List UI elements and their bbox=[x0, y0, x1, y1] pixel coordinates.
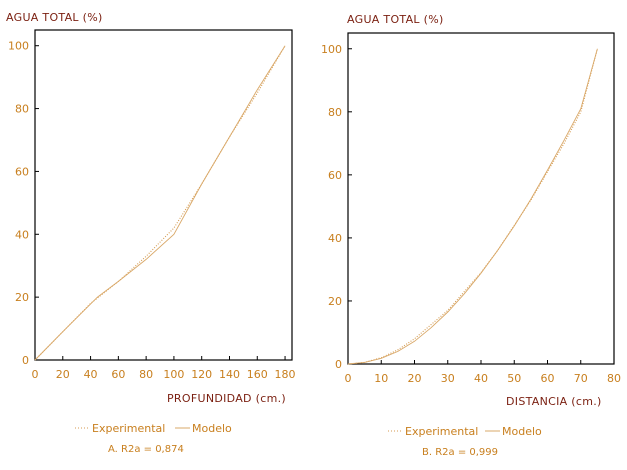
chart-b-ytick-label-5: 100 bbox=[321, 43, 342, 56]
chart-a-ytick-label-0: 0 bbox=[22, 354, 29, 367]
chart-a-x-axis: 0 20 40 60 80 100 120 140 160 180 bbox=[32, 356, 296, 381]
chart-a-xtick-label-4: 80 bbox=[139, 368, 153, 381]
chart-a-ytick-label-1: 20 bbox=[15, 291, 29, 304]
chart-b-y-axis: 0 20 40 60 80 100 bbox=[321, 43, 352, 371]
chart-a-xtick-label-2: 40 bbox=[84, 368, 98, 381]
chart-b-x-axis: 0 10 20 30 40 50 60 70 80 bbox=[345, 360, 621, 385]
chart-a-xtick-label-7: 140 bbox=[219, 368, 240, 381]
chart-b-xtick-label-3: 30 bbox=[441, 372, 455, 385]
chart-b-series bbox=[347, 48, 598, 365]
chart-b-xtick-label-7: 70 bbox=[574, 372, 588, 385]
chart-a: AGUA TOTAL (%) 0 20 40 60 80 100 0 20 40 60 80 100… bbox=[6, 11, 296, 455]
chart-b-legend-modelo: Modelo bbox=[502, 425, 542, 438]
chart-a-legend-experimental: Experimental bbox=[92, 422, 165, 435]
chart-b-legend-experimental: Experimental bbox=[405, 425, 478, 438]
chart-a-title: AGUA TOTAL (%) bbox=[6, 11, 103, 24]
chart-a-xtick-label-8: 160 bbox=[247, 368, 268, 381]
chart-b-ytick-label-0: 0 bbox=[335, 358, 342, 371]
chart-a-xtick-label-5: 100 bbox=[163, 368, 184, 381]
chart-a-xtick-label-1: 20 bbox=[56, 368, 70, 381]
chart-b-series-experimental-line bbox=[347, 48, 598, 365]
chart-b-frame bbox=[347, 32, 615, 365]
chart-a-series-modelo-line bbox=[34, 45, 286, 361]
chart-a-xtick-label-3: 60 bbox=[111, 368, 125, 381]
chart-a-xlabel: PROFUNDIDAD (cm.) bbox=[167, 392, 286, 405]
chart-a-xtick-label-9: 180 bbox=[275, 368, 296, 381]
chart-a-series-experimental-line bbox=[34, 45, 286, 361]
chart-a-ytick-label-5: 100 bbox=[8, 40, 29, 53]
chart-b-ytick-label-2: 40 bbox=[328, 232, 342, 245]
chart-b-xtick-label-1: 10 bbox=[374, 372, 388, 385]
chart-b-caption: B. R2a = 0,999 bbox=[422, 447, 498, 458]
chart-a-legend-modelo: Modelo bbox=[192, 422, 232, 435]
chart-a-ytick-label-2: 40 bbox=[15, 228, 29, 241]
chart-a-xtick-label-6: 120 bbox=[191, 368, 212, 381]
chart-b-title: AGUA TOTAL (%) bbox=[347, 13, 444, 26]
chart-b-xtick-label-4: 40 bbox=[474, 372, 488, 385]
chart-a-ytick-label-4: 80 bbox=[15, 103, 29, 116]
chart-a-frame bbox=[34, 29, 293, 361]
chart-b-ytick-label-4: 80 bbox=[328, 106, 342, 119]
chart-a-xtick-label-0: 0 bbox=[32, 368, 39, 381]
chart-b-xtick-label-8: 80 bbox=[607, 372, 621, 385]
chart-b-ytick-label-3: 60 bbox=[328, 169, 342, 182]
chart-b: AGUA TOTAL (%) 0 20 40 60 80 100 0 10 20 30 40 50 6… bbox=[321, 13, 621, 458]
chart-b-xtick-label-2: 20 bbox=[408, 372, 422, 385]
chart-b-xtick-label-5: 50 bbox=[507, 372, 521, 385]
chart-a-y-axis: 0 20 40 60 80 100 bbox=[8, 40, 39, 367]
chart-b-ytick-label-1: 20 bbox=[328, 295, 342, 308]
chart-b-series-modelo-line bbox=[347, 48, 598, 365]
chart-a-series bbox=[34, 45, 286, 361]
chart-a-caption: A. R2a = 0,874 bbox=[108, 444, 184, 455]
chart-a-ytick-label-3: 60 bbox=[15, 165, 29, 178]
chart-b-xlabel: DISTANCIA (cm.) bbox=[506, 395, 602, 408]
chart-b-xtick-label-6: 60 bbox=[541, 372, 555, 385]
chart-b-xtick-label-0: 0 bbox=[345, 372, 352, 385]
